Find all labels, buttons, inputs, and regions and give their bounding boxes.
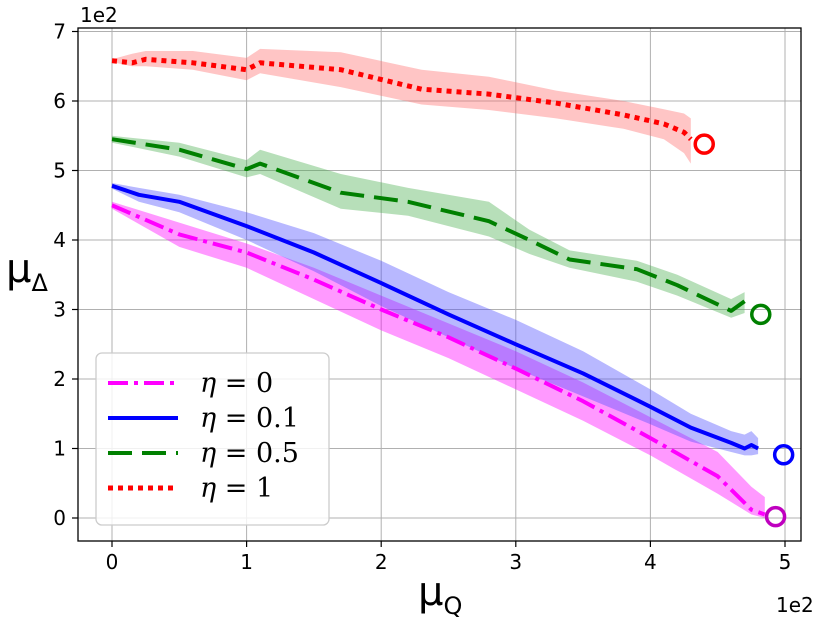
final-point-eta-0-1 bbox=[772, 444, 795, 466]
x-axis-label-var: μ bbox=[418, 569, 443, 615]
y-tick-label: 6 bbox=[53, 89, 66, 113]
legend-box bbox=[95, 352, 330, 526]
y-axis-label-sub: Δ bbox=[31, 269, 48, 297]
svg-text:μΔ: μΔ bbox=[6, 246, 48, 297]
legend-eta: η bbox=[200, 438, 216, 469]
legend-eta: η bbox=[200, 403, 216, 434]
x-tick-label: 5 bbox=[779, 550, 792, 574]
y-axis-label-var: μ bbox=[6, 246, 31, 292]
svg-text:μQ: μQ bbox=[418, 569, 462, 620]
x-axis-label: μQ bbox=[418, 569, 462, 620]
line-eta-0-5 bbox=[111, 137, 746, 313]
legend-value: = 1 bbox=[216, 473, 273, 504]
x-tick-label: 2 bbox=[375, 550, 388, 574]
grid bbox=[78, 28, 801, 541]
plot-frame bbox=[77, 27, 802, 542]
y-tick-label: 7 bbox=[53, 20, 66, 44]
legend-value: = 0.1 bbox=[216, 403, 299, 434]
x-scale-label: 1e2 bbox=[776, 593, 814, 617]
x-tick-label: 0 bbox=[106, 550, 119, 574]
band-eta-0 bbox=[112, 201, 765, 519]
band-eta-0-5 bbox=[112, 135, 745, 318]
band-eta-1 bbox=[112, 48, 691, 164]
line-eta-0 bbox=[111, 203, 766, 517]
confidence-bands bbox=[112, 48, 765, 519]
y-tick-label: 1 bbox=[53, 437, 66, 461]
final-point-eta-0 bbox=[764, 505, 787, 528]
axis-ticks: 0 1 2 3 4 5 0 1 2 3 4 5 6 7 bbox=[53, 20, 791, 575]
final-point-eta-1 bbox=[693, 133, 715, 155]
final-point-eta-0-5 bbox=[750, 303, 772, 326]
y-tick-label: 5 bbox=[53, 159, 66, 183]
line-eta-0-1 bbox=[111, 183, 760, 451]
series-lines bbox=[111, 56, 766, 517]
x-tick-label: 1 bbox=[240, 550, 253, 574]
legend-value: = 0 bbox=[216, 368, 273, 399]
y-tick-label: 3 bbox=[53, 298, 66, 322]
y-scale-label: 1e2 bbox=[80, 3, 118, 27]
x-axis-label-sub: Q bbox=[443, 592, 462, 620]
y-axis-label: μΔ bbox=[6, 246, 48, 297]
legend: η = 0η = 0.1η = 0.5η = 1 bbox=[95, 352, 330, 526]
final-markers bbox=[693, 133, 795, 528]
y-tick-label: 4 bbox=[53, 228, 66, 252]
legend-label-eta-0-1: η = 0.1 bbox=[200, 403, 299, 434]
legend-label-eta-0: η = 0 bbox=[200, 368, 273, 399]
band-eta-0-1 bbox=[112, 183, 759, 456]
legend-label-eta-1: η = 1 bbox=[200, 473, 273, 504]
x-tick-label: 3 bbox=[509, 550, 522, 574]
legend-value: = 0.5 bbox=[216, 438, 299, 469]
legend-eta: η bbox=[200, 368, 216, 399]
x-tick-label: 4 bbox=[644, 550, 657, 574]
line-eta-1 bbox=[111, 56, 693, 141]
y-tick-label: 0 bbox=[53, 506, 66, 530]
legend-label-eta-0-5: η = 0.5 bbox=[200, 438, 299, 469]
y-tick-label: 2 bbox=[53, 367, 66, 391]
legend-eta: η bbox=[200, 473, 216, 504]
